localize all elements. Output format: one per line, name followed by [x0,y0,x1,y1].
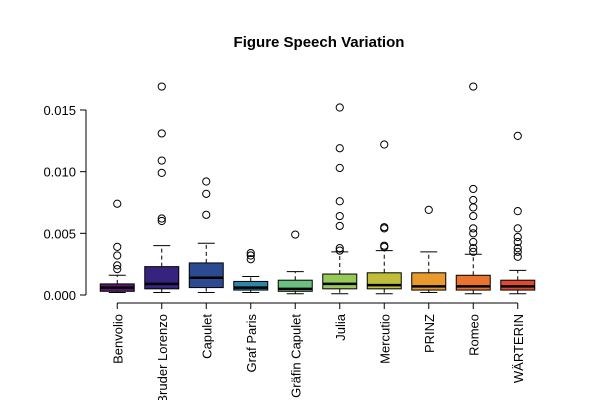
box-1 [144,82,180,294]
outlier-point [380,224,389,233]
x-category-label: Julia [333,313,348,341]
box-rect [233,280,269,291]
box-4 [277,230,313,295]
outlier-point [335,246,344,255]
outlier-point [469,224,478,233]
x-category-label: Mercutio [377,314,392,364]
x-category-label: Benvolio [110,314,125,364]
x-category-label: WÄRTERIN [511,314,526,383]
outlier-point [380,242,389,251]
outlier-point [335,211,344,221]
box-7 [411,205,447,294]
box-rect [366,272,402,290]
outlier-point [469,203,478,212]
outlier-point [113,265,122,274]
outlier-point [469,184,478,194]
y-tick-label: 0.005 [43,226,76,241]
outlier-point [335,103,344,112]
outlier-point [469,195,478,205]
outlier-point [113,242,122,251]
outlier-point [469,229,478,238]
outlier-point [335,144,344,153]
x-category-label: PRINZ [422,314,437,353]
box-6 [366,140,402,295]
outlier-point [513,247,522,256]
outlier-point [113,199,122,208]
outlier-point [335,197,344,206]
x-axis: Benvolio Bruder Lorenzo Capulet Graf Paris G… [110,302,526,400]
box-rect [144,266,180,290]
outlier-point [513,244,522,253]
box-rect [188,262,224,289]
outlier-point [202,177,211,186]
box-0 [99,199,135,294]
box-5 [322,103,358,295]
outlier-point [157,216,166,226]
outlier-point [469,247,478,256]
outlier-point [291,230,300,239]
outlier-point [157,156,166,165]
outlier-point [246,248,255,258]
outlier-point [513,237,522,247]
outlier-point [469,82,478,91]
outlier-point [513,252,522,261]
outlier-point [424,205,433,214]
outlier-point [157,129,166,138]
outlier-point [335,244,344,253]
y-axis: 0.000 0.005 0.010 0.015 [43,103,87,303]
x-category-label: Bruder Lorenzo [155,314,170,400]
outlier-point [335,221,344,231]
outlier-point [202,189,211,198]
outlier-point [157,82,166,91]
x-category-label: Graf Paris [244,314,259,373]
y-tick-label: 0.015 [43,103,76,118]
outlier-point [157,168,166,177]
box-rect [455,274,491,291]
outlier-point [113,261,122,270]
outlier-point [246,251,255,260]
y-tick-label: 0.000 [43,288,76,303]
outlier-point [202,210,211,219]
outlier-point [335,163,344,173]
outlier-point [380,140,389,149]
outlier-point [513,232,522,242]
boxes-group [99,82,536,295]
box-8 [455,82,491,295]
box-3 [233,248,269,294]
outlier-point [513,224,522,233]
outlier-point [513,131,522,140]
box-9 [500,131,536,295]
outlier-point [469,211,478,221]
box-2 [188,177,224,294]
outlier-point [157,214,166,223]
x-category-label: Capulet [199,314,214,359]
x-category-label: Gräfin Capulet [288,314,303,398]
outlier-point [469,237,478,247]
outlier-point [513,207,522,216]
outlier-point [469,244,478,253]
outlier-point [113,251,122,260]
box-rect [277,279,313,292]
outlier-point [246,255,255,264]
x-category-label: Romeo [466,314,481,356]
y-tick-label: 0.010 [43,165,76,180]
chart-title: Figure Speech Variation [234,34,405,51]
box-rect [322,273,358,290]
